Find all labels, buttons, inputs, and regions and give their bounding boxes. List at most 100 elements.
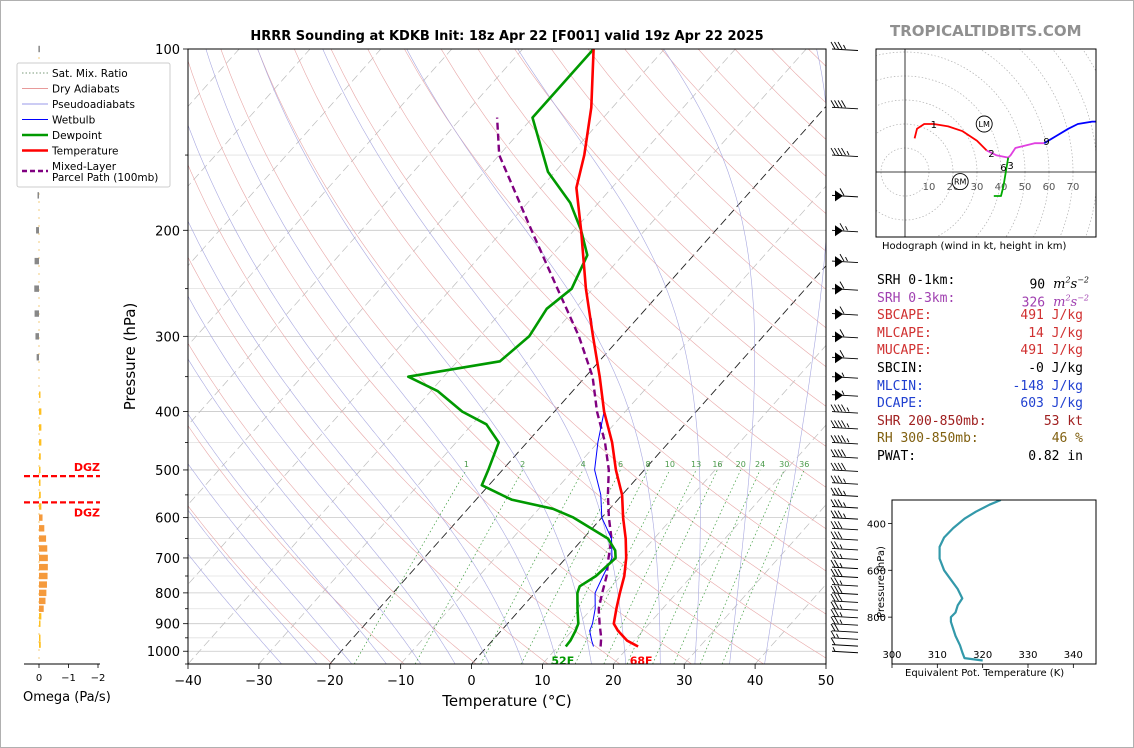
wind-barb [830, 630, 859, 640]
hodograph-ring-label: 70 [1067, 182, 1080, 193]
mixing-ratio-line [353, 469, 467, 664]
omega-bar [39, 620, 41, 627]
wind-barb [830, 568, 859, 578]
omega-bar [34, 285, 39, 292]
wind-barb [831, 350, 859, 364]
hodograph-ring [1018, 49, 1074, 237]
wind-barb [830, 147, 859, 157]
mixing-ratio-label: 10 [665, 460, 675, 469]
theta-e-xtick-label: 300 [882, 650, 901, 661]
dry-adiabat [188, 256, 549, 664]
dry-adiabat [294, 49, 826, 615]
hodograph-caption: Hodograph (wind in kt, height in km) [882, 241, 1067, 252]
omega-tick-label: −2 [91, 673, 106, 684]
parameter-table: SRH 0-1km: 90 m2s−2 SRH 0-3km: 326 m2s−2 SBCAP… [877, 272, 1097, 466]
mixing-ratio-label: 6 [618, 460, 623, 469]
isotherm [471, 265, 826, 664]
dry-adiabat [587, 49, 826, 290]
isotherm [188, 49, 736, 664]
y-tick-label: 800 [155, 587, 180, 602]
parameter-row: SHR 200-850mb: 53 kt [877, 413, 1097, 431]
rm-marker [951, 173, 969, 191]
omega-xlabel: Omega (Pa/s) [23, 690, 111, 705]
legend-label: Pseudoadiabats [52, 99, 135, 111]
temperature-line [575, 49, 639, 648]
wind-barb [830, 100, 859, 110]
omega-bar [39, 391, 41, 398]
hodograph-height-label: 6 [1000, 163, 1006, 174]
parameter-label: DCAPE: [877, 396, 924, 412]
wind-barb [830, 510, 859, 520]
parameter-unit: m2s−2 [1053, 293, 1089, 310]
pseudoadiabat [764, 49, 826, 664]
hodograph-ring [876, 75, 1002, 237]
wind-barb [830, 609, 859, 619]
omega-bar [39, 581, 47, 588]
omega-bar [39, 605, 44, 612]
dry-adiabat [257, 49, 826, 659]
theta-e-xtick-label: 330 [1018, 650, 1037, 661]
hodograph-ring-label: 10 [923, 182, 936, 193]
omega-bar [39, 589, 47, 597]
y-axis-label: Pressure (hPa) [121, 303, 139, 411]
hodograph-trace [913, 123, 988, 152]
omega-bar [34, 310, 39, 317]
wind-barb [830, 462, 859, 472]
wind-barb [830, 637, 859, 647]
hodograph-trace [1043, 120, 1096, 144]
isotherm [683, 504, 826, 664]
wind-barb [831, 647, 859, 654]
parameter-label: SHR 200-850mb: [877, 413, 987, 429]
wind-barb [830, 585, 859, 595]
hodograph-ring-label: 50 [1019, 182, 1032, 193]
hodograph-height-label: 3 [1007, 161, 1013, 172]
pseudoadiabat [188, 358, 422, 664]
legend-label: Dewpoint [52, 130, 102, 142]
theta-e-line [938, 500, 1002, 662]
theta-e-ytick-label: 400 [867, 519, 886, 530]
dry-adiabat [440, 49, 826, 447]
dry-adiabat [367, 49, 826, 530]
parameter-label: SRH 0-3km: [877, 290, 956, 306]
theta-e-panel: 400 600 800 300 310 320 330 340 Pressure (hPa) [867, 499, 1097, 668]
mixing-ratio-label: 16 [712, 460, 722, 469]
omega-bar [39, 545, 48, 552]
parameter-value: 53 kt [1043, 413, 1083, 429]
y-tick-label: 400 [155, 406, 180, 421]
hodograph-ring-label: 60 [1043, 182, 1056, 193]
dry-adiabat [330, 49, 826, 572]
wind-barb [830, 531, 859, 541]
theta-e-xtick-label: 320 [973, 650, 992, 661]
site-watermark: TROPICALTIDBITS.COM [890, 22, 1082, 40]
x-tick-label: −10 [387, 674, 414, 689]
omega-bar [39, 439, 42, 446]
wind-barb [830, 475, 859, 485]
hodograph-plot-area: 10 20 30 40 50 60 70 1 2 36 9 LM RM [876, 49, 1096, 237]
parameter-unit: m2s−2 [1053, 276, 1089, 293]
y-tick-label: 600 [155, 512, 180, 527]
pseudoadiabat [188, 124, 524, 664]
mixing-ratio-line [521, 469, 621, 664]
lm-label: LM [979, 120, 990, 129]
hodograph-trace [986, 142, 1045, 159]
pseudoadiabat [205, 49, 558, 664]
x-tick-label: −30 [245, 674, 272, 689]
dewpoint-line [407, 49, 617, 648]
mixing-ratio-line [574, 469, 671, 664]
dry-adiabat [220, 49, 764, 664]
isotherm [188, 49, 382, 267]
parameter-row: MLCAPE: 14 J/kg [877, 325, 1097, 343]
isotherm [188, 49, 453, 346]
wind-barb [830, 601, 859, 611]
wind-barb [830, 449, 859, 459]
omega-tick-label: −1 [61, 673, 76, 684]
parameter-row: SRH 0-1km: 90 m2s−2 [877, 272, 1097, 293]
parameter-label: RH 300-850mb: [877, 431, 979, 447]
parameter-row: SBCIN: -0 J/kg [877, 360, 1097, 378]
parameter-value: 326 m2s−2 [1021, 293, 1089, 310]
wind-barb [831, 329, 859, 343]
omega-tick-label: 0 [36, 673, 42, 684]
hodograph-ring [979, 49, 1050, 237]
parameter-label: SBCAPE: [877, 308, 932, 324]
x-tick-label: −40 [174, 674, 201, 689]
